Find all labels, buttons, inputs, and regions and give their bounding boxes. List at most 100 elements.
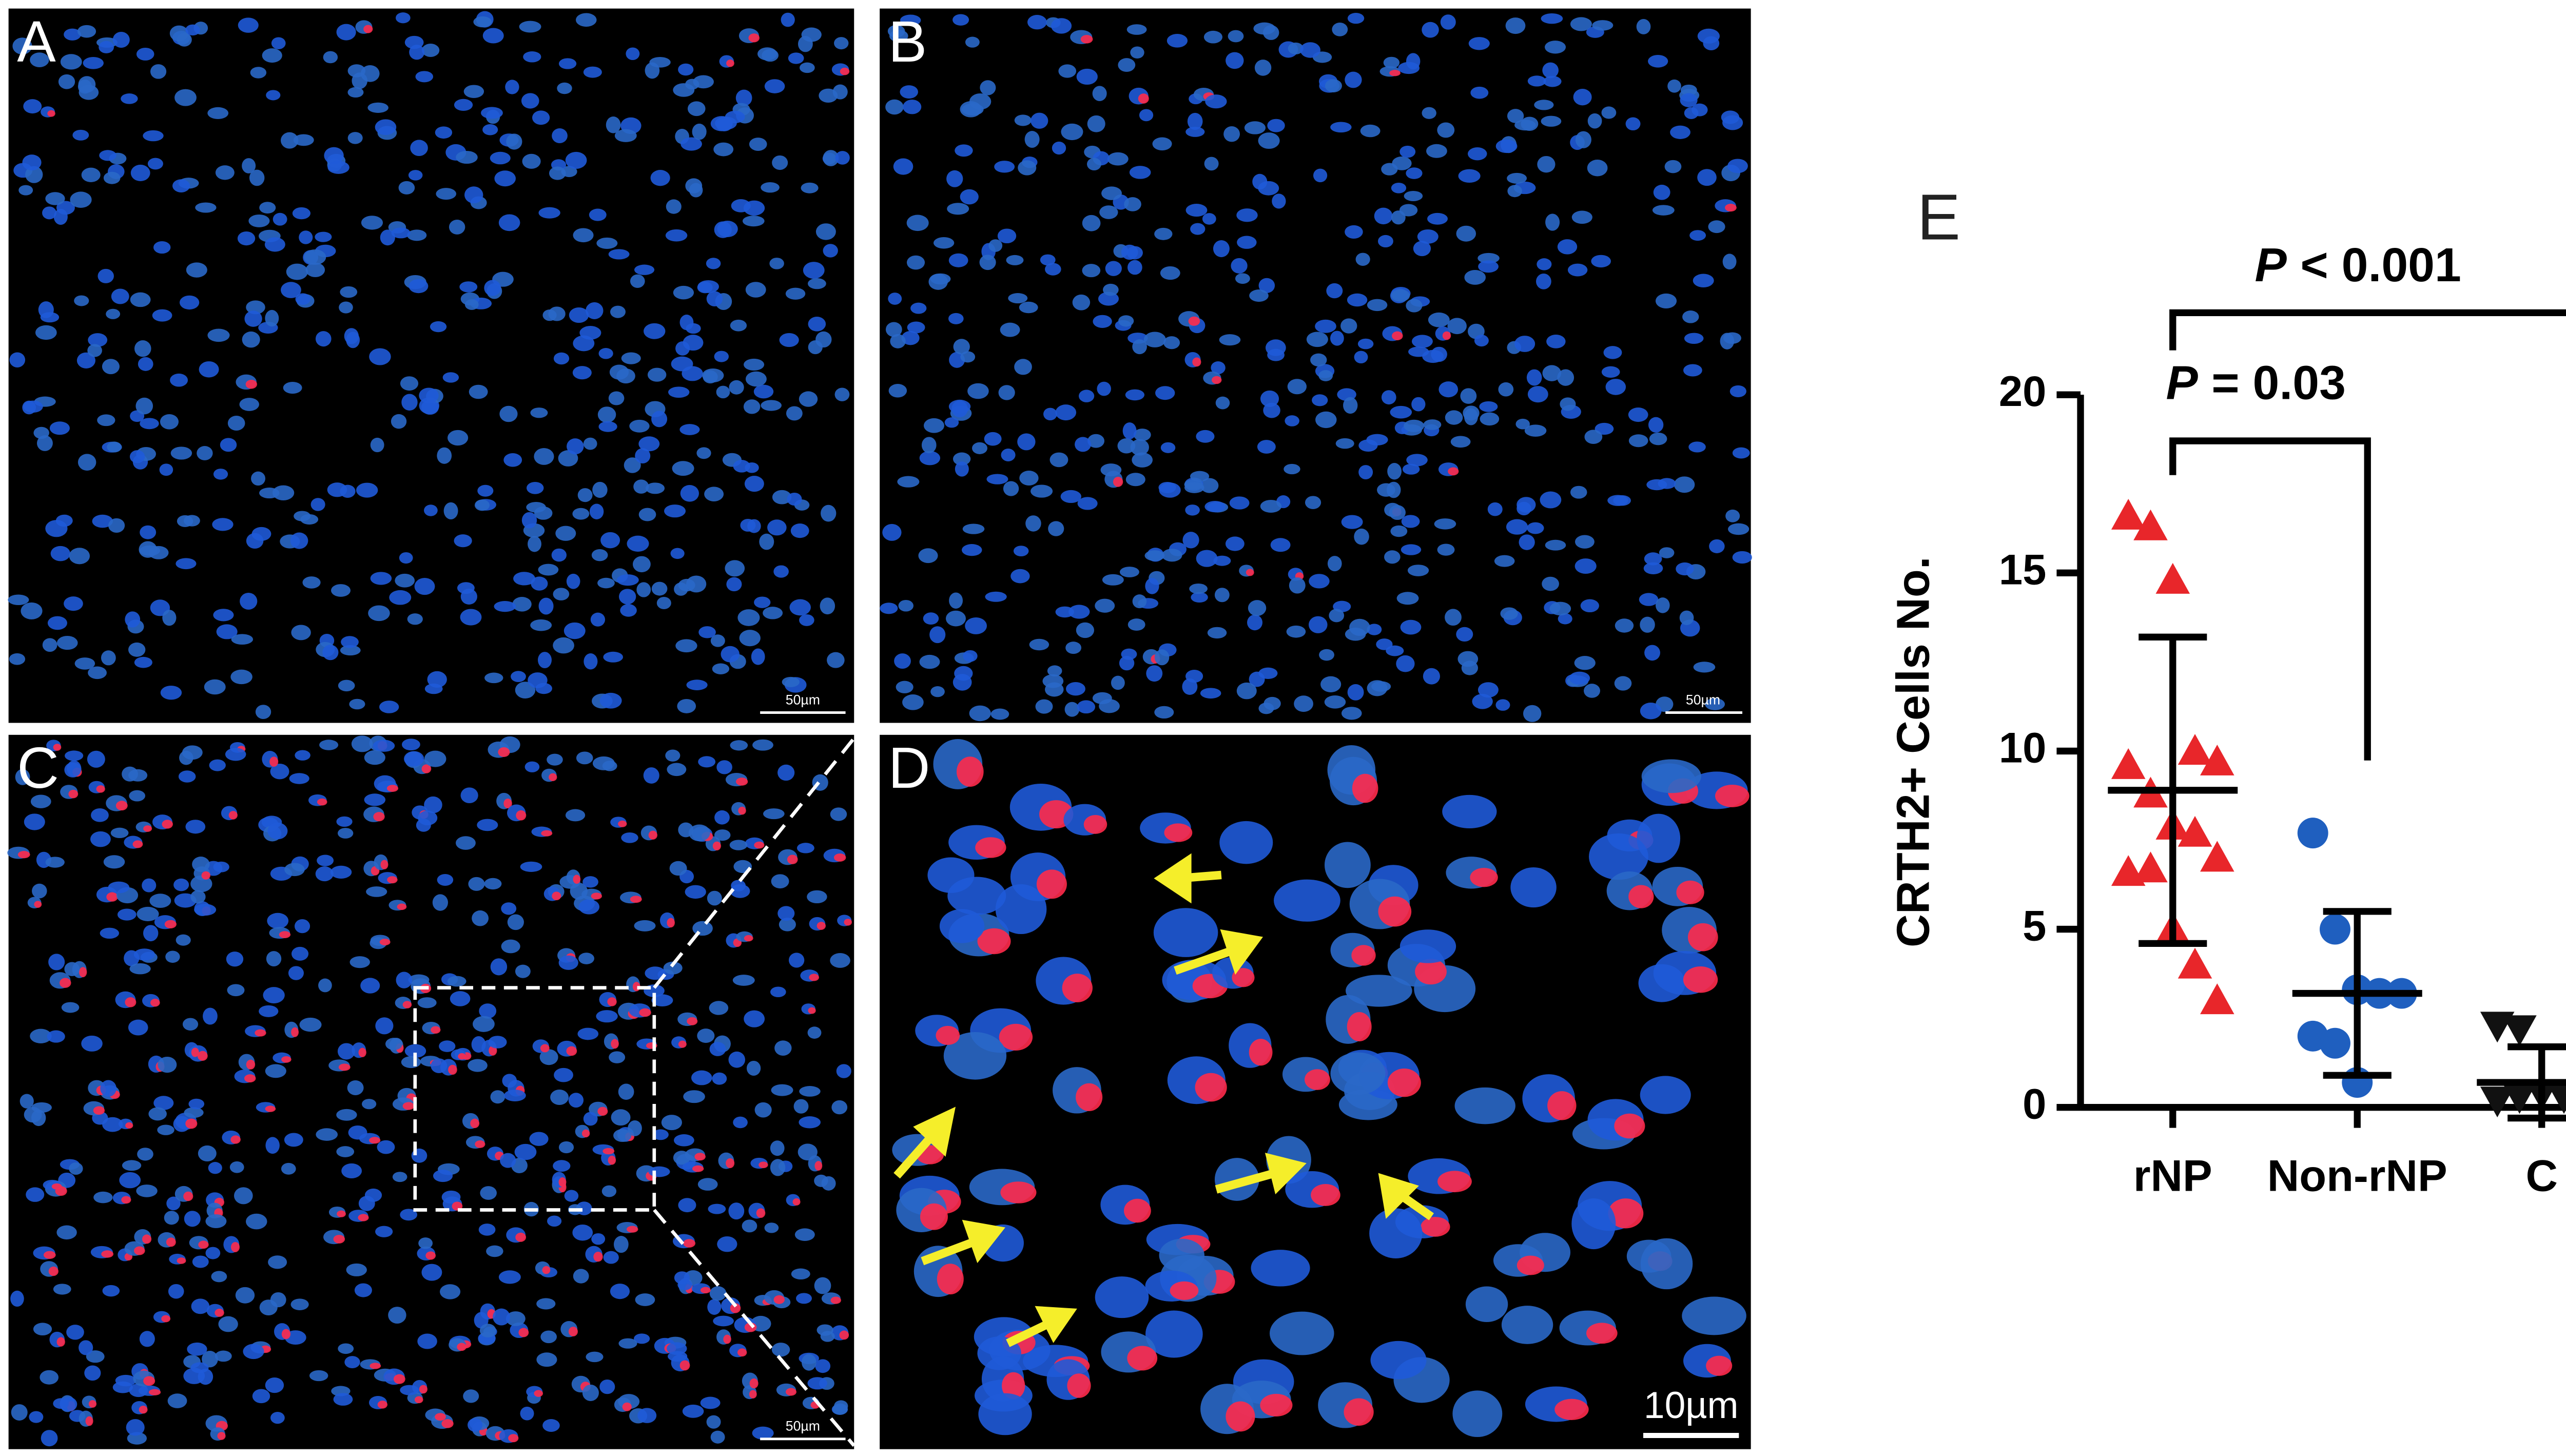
- nucleus: [1294, 695, 1313, 712]
- annotation: P < 0.001: [2255, 238, 2461, 291]
- stain: [51, 1183, 62, 1190]
- nucleus: [259, 488, 280, 499]
- nucleus: [598, 421, 617, 432]
- nucleus: [919, 654, 940, 669]
- nucleus: [618, 589, 636, 605]
- nucleus: [1574, 656, 1596, 670]
- nucleus: [33, 1323, 52, 1336]
- nucleus: [980, 80, 996, 95]
- nucleus: [117, 908, 137, 921]
- stain: [1715, 784, 1749, 807]
- nucleus: [1693, 662, 1716, 673]
- nucleus: [1087, 434, 1104, 448]
- nucleus: [1537, 258, 1552, 270]
- nucleus: [379, 701, 399, 713]
- nucleus: [1160, 266, 1180, 280]
- nucleus: [678, 1198, 696, 1213]
- nucleus: [347, 1080, 364, 1095]
- stain: [191, 1047, 199, 1057]
- arrow: [1006, 1318, 1053, 1347]
- nucleus: [584, 653, 598, 670]
- nucleus: [953, 339, 970, 355]
- nucleus: [418, 810, 438, 826]
- nucleus: [597, 406, 616, 423]
- nucleus: [1605, 379, 1626, 395]
- nucleus: [1732, 551, 1752, 564]
- nucleus: [160, 414, 179, 430]
- nucleus: [698, 626, 716, 638]
- nucleus: [83, 57, 104, 69]
- nucleus: [23, 400, 43, 413]
- stain: [808, 1007, 816, 1014]
- stain: [593, 1252, 603, 1262]
- nucleus: [1132, 339, 1147, 355]
- nucleus: [521, 512, 537, 529]
- nucleus: [618, 1083, 634, 1100]
- nucleus: [1200, 688, 1221, 699]
- nucleus: [140, 525, 157, 539]
- nucleus: [1325, 79, 1342, 92]
- nucleus: [414, 578, 435, 595]
- nucleus: [675, 639, 697, 653]
- nucleus: [1155, 386, 1175, 400]
- nucleus: [808, 278, 826, 289]
- nucleus: [421, 44, 440, 57]
- nucleus: [802, 1354, 817, 1371]
- data-point: [2111, 748, 2146, 779]
- stain: [540, 1044, 550, 1053]
- nucleus: [613, 1129, 632, 1142]
- nucleus: [134, 656, 152, 668]
- nucleus: [965, 36, 980, 48]
- nucleus: [717, 1236, 737, 1252]
- nucleus: [1318, 370, 1333, 381]
- stain: [17, 851, 30, 859]
- stain: [787, 855, 798, 864]
- stain: [737, 1348, 747, 1357]
- nucleus: [1267, 119, 1285, 132]
- stain: [88, 1400, 97, 1408]
- nucleus: [906, 215, 929, 231]
- nucleus: [340, 484, 356, 498]
- nucleus: [111, 288, 129, 304]
- nucleus: [360, 65, 380, 82]
- stain: [626, 1226, 638, 1233]
- nucleus: [712, 1072, 727, 1085]
- nucleus: [710, 634, 725, 647]
- nucleus: [803, 262, 825, 279]
- nucleus: [99, 150, 116, 161]
- nucleus: [1644, 645, 1660, 661]
- nucleus: [464, 186, 483, 204]
- data-point: [2200, 983, 2234, 1015]
- nucleus: [990, 708, 1009, 720]
- nucleus: [955, 461, 969, 477]
- nucleus: [290, 1298, 309, 1311]
- nucleus: [678, 63, 694, 76]
- nucleus: [1684, 107, 1699, 119]
- nucleus: [244, 310, 262, 327]
- nucleus: [98, 268, 114, 283]
- nucleus: [149, 894, 171, 908]
- stain: [431, 1026, 441, 1034]
- nucleus: [531, 576, 548, 591]
- nucleus: [589, 208, 607, 221]
- nucleus: [1223, 126, 1240, 142]
- nucleus: [1396, 655, 1415, 672]
- nucleus: [172, 179, 190, 192]
- nucleus: [1258, 703, 1274, 714]
- nucleus: [586, 302, 604, 319]
- nucleus: [235, 1287, 255, 1304]
- nucleus: [1438, 381, 1459, 398]
- nucleus: [1467, 147, 1487, 161]
- stain: [1687, 923, 1718, 952]
- stain: [830, 1296, 841, 1304]
- nucleus: [579, 326, 601, 340]
- nucleus: [620, 604, 637, 617]
- nucleus: [292, 207, 310, 220]
- nucleus: [1013, 546, 1029, 557]
- nucleus: [1065, 642, 1082, 654]
- stain: [201, 871, 210, 880]
- nucleus: [76, 352, 95, 368]
- nucleus: [1640, 1076, 1691, 1114]
- nucleus: [1541, 115, 1562, 127]
- nucleus: [143, 130, 164, 142]
